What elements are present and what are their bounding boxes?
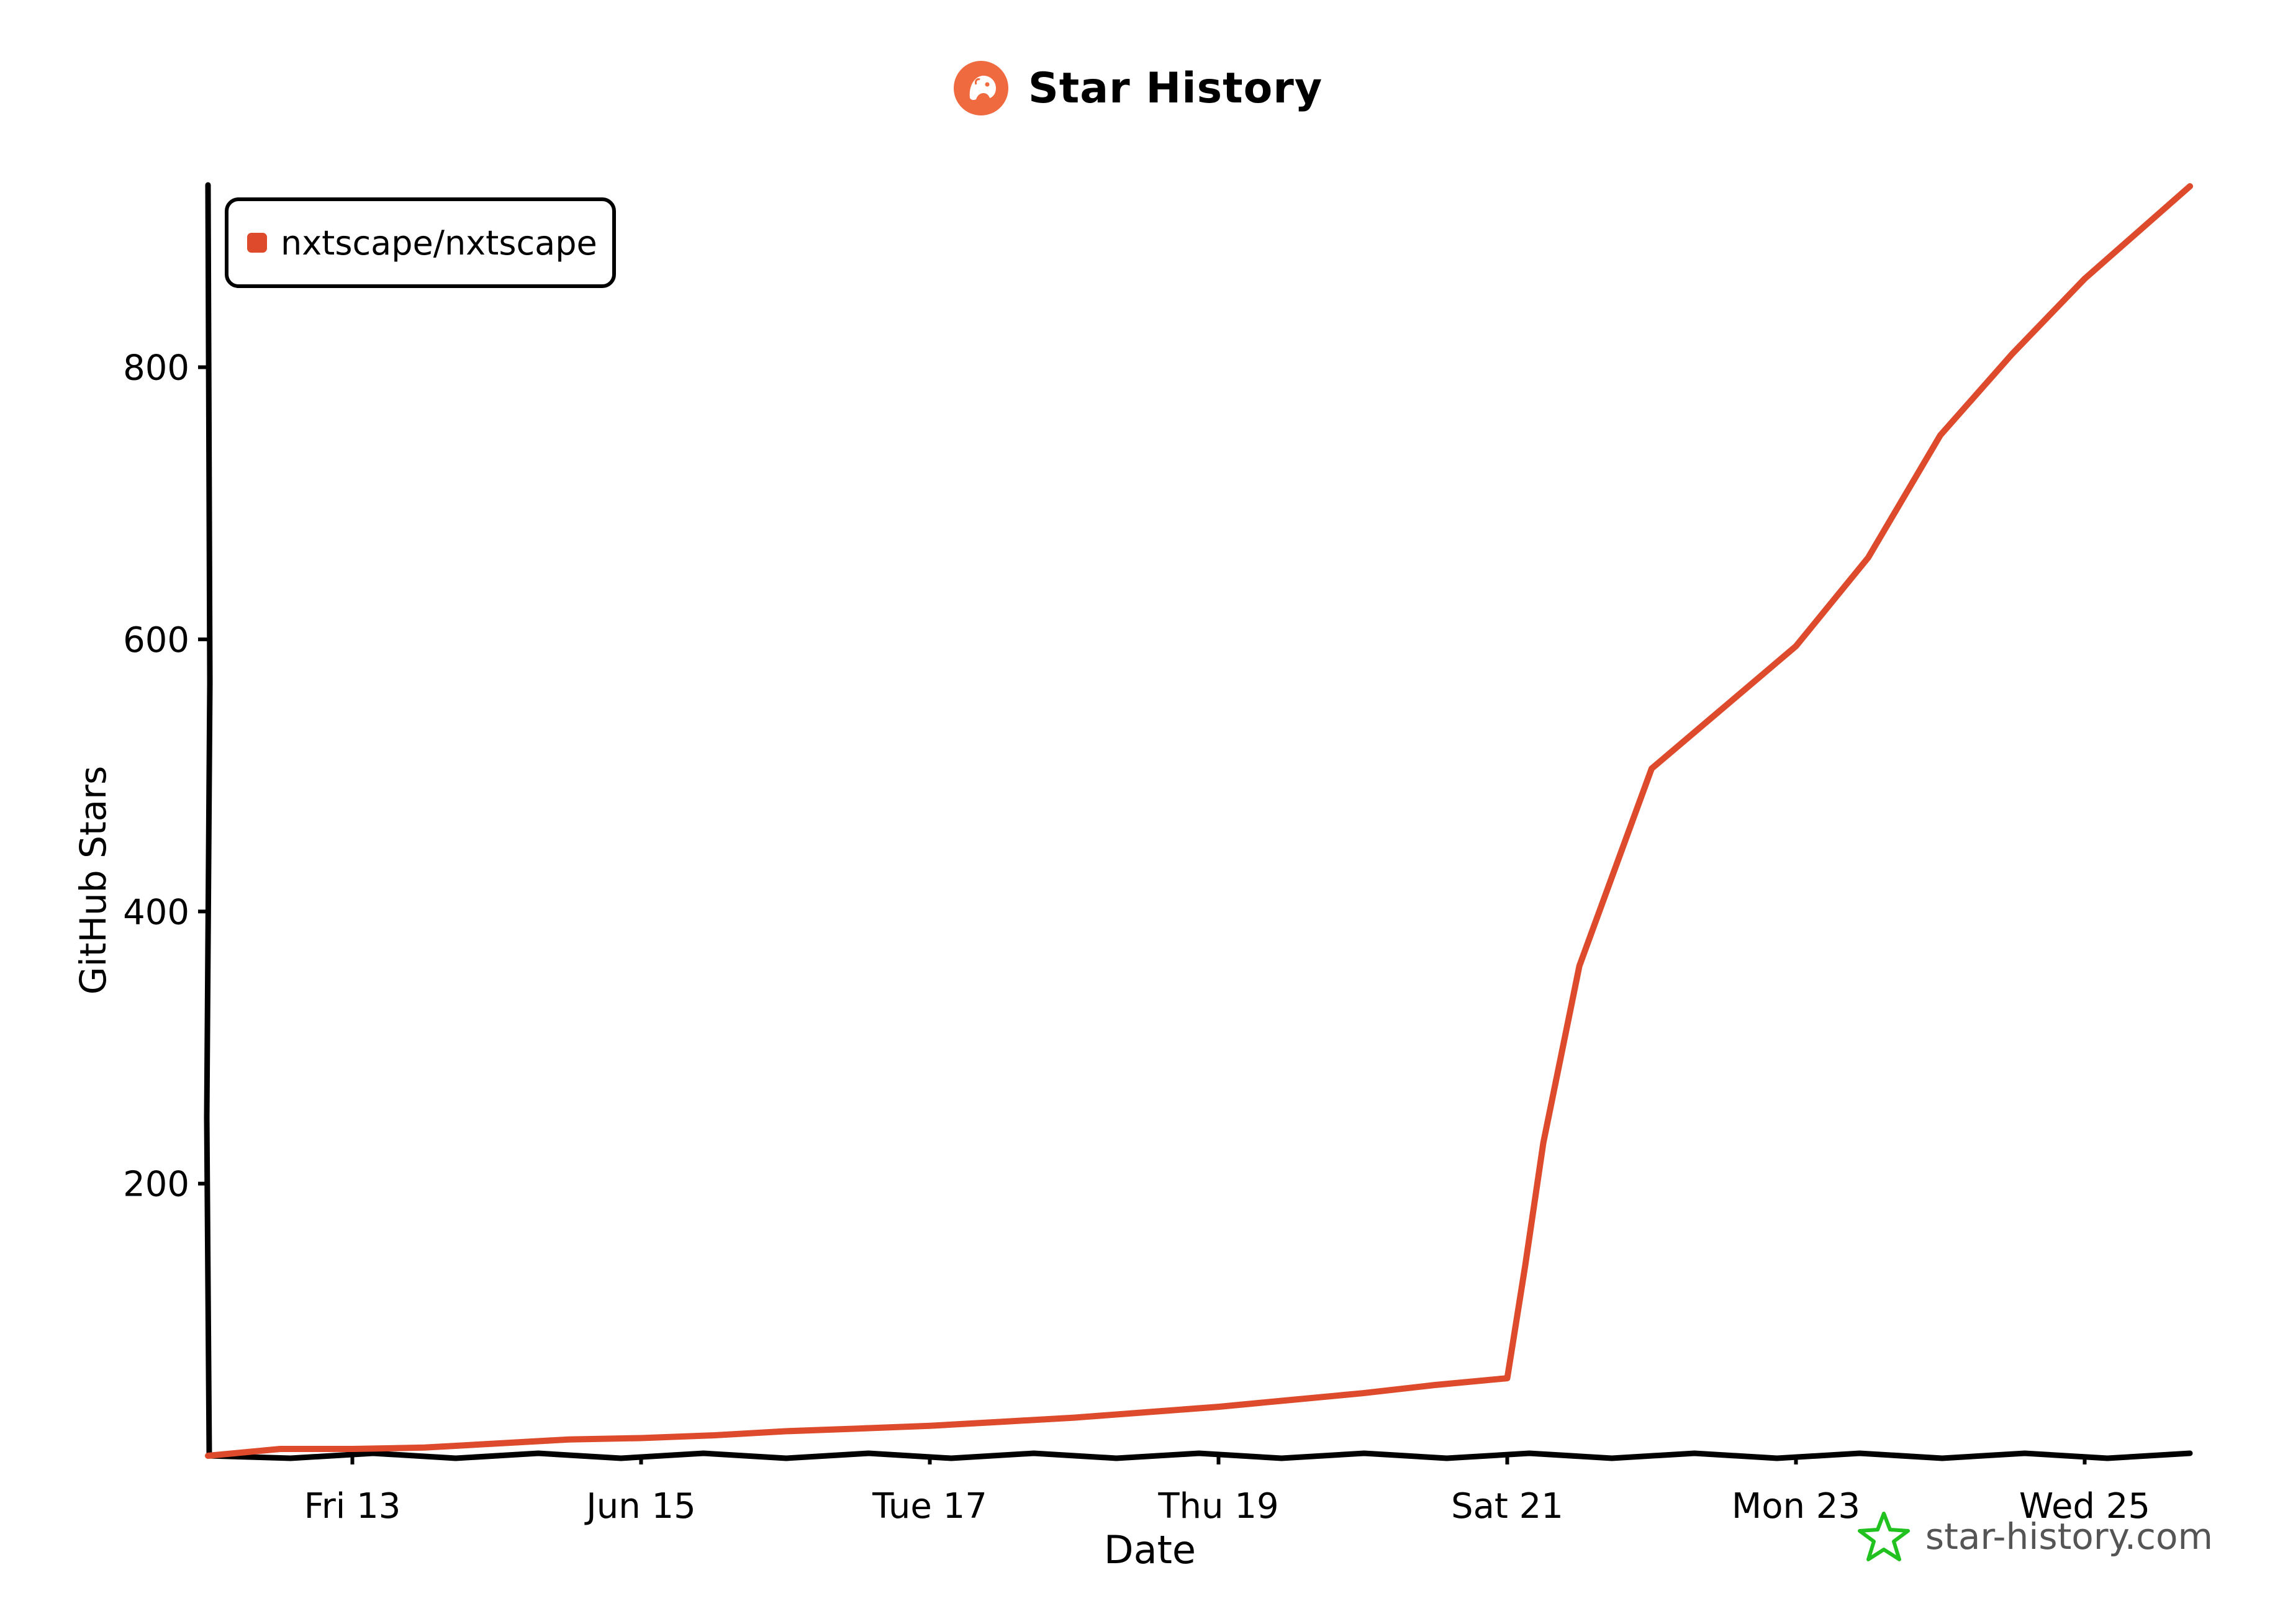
x-tick-label: Jun 15 [584,1486,696,1527]
watermark-text: star-history.com [1925,1515,2213,1558]
chart-title: Star History [1028,63,1323,113]
y-tick-label: 600 [123,620,189,661]
watermark: star-history.com [1856,1509,2213,1564]
ticks-layer: 200 400 600 800 Fri 13 Jun 15 Tue 17 Thu 19 Sat … [123,348,2150,1527]
series-line-nxtscape [205,183,2193,1459]
star-icon [1857,1512,1910,1561]
legend-series-label: nxtscape/nxtscape [281,223,597,263]
y-tick-label: 400 [123,892,189,932]
x-tick-label: Tue 17 [872,1486,987,1527]
y-axis-line [204,182,213,1459]
x-axis-line [205,1450,2193,1461]
x-axis-title: Date [1104,1527,1196,1572]
y-axis-title: GitHub Stars [72,766,114,995]
legend: nxtscape/nxtscape [225,197,616,288]
x-tick-label: Mon 23 [1732,1486,1860,1527]
series-layer [205,183,2193,1459]
x-tick-label: Thu 19 [1157,1486,1278,1527]
star-history-dog-icon [953,61,1008,115]
x-tick-label: Fri 13 [304,1486,401,1527]
chart-header: Star History [0,51,2275,125]
x-tick-label: Sat 21 [1451,1486,1563,1527]
legend-swatch [247,233,267,253]
axes-layer [204,182,2193,1461]
x-tick-label: Wed 25 [2019,1486,2150,1527]
y-tick-label: 200 [123,1165,189,1205]
y-tick-label: 800 [123,348,189,389]
